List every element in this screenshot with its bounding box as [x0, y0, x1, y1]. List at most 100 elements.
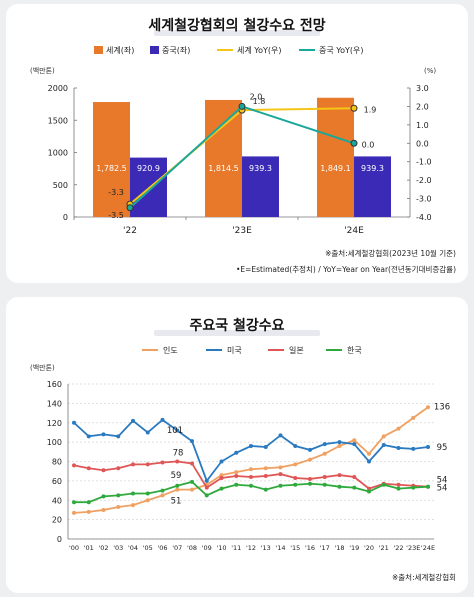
- y-tick-label: 40: [52, 496, 62, 505]
- x-tick-label: '18: [334, 544, 344, 552]
- series-point: [249, 483, 253, 488]
- chart2-source-note: ※출처:세계철강협회: [391, 573, 456, 582]
- chart1-source-note: ※출처:세계철강협회(2023년 10월 기준): [325, 249, 456, 258]
- series-point: [219, 486, 224, 491]
- series-point: [308, 457, 312, 462]
- x-tick-label: '04: [128, 544, 138, 552]
- series-point: [426, 405, 430, 410]
- series-point: [204, 478, 209, 483]
- bar-china: [242, 156, 279, 217]
- yoy-point: [350, 139, 358, 147]
- y-axis-unit: (백만톤): [30, 363, 55, 372]
- left-axis-unit: (백만톤): [30, 66, 55, 75]
- chart2-svg: 인도 미국 일본 한국 (백만톤) 0 20 40 60 80 100 120 140 160 '00 '01…: [30, 345, 450, 552]
- series-point: [101, 507, 106, 512]
- x-tick-label: '06: [157, 544, 167, 552]
- yoy-value-label: -3.3: [108, 188, 124, 197]
- series-point: [263, 487, 268, 492]
- x-tick-label: '22: [123, 226, 137, 236]
- x-tick-label: '00: [69, 544, 79, 552]
- steel-demand-forecast-card: 세계철강협회의 철강수요 전망 세계(좌) 중국(좌) 세계 YoY(우) 중국 Yo…: [6, 4, 468, 283]
- series-point: [204, 485, 209, 490]
- series-point: [175, 487, 180, 492]
- right-tick-label: 1.0: [416, 121, 429, 130]
- data-point-label: 95: [437, 443, 448, 453]
- series-point: [190, 487, 194, 492]
- series-point: [190, 479, 194, 484]
- y-tick-label: 100: [47, 438, 62, 447]
- data-point-label: 101: [167, 426, 183, 436]
- x-tick-label: '13: [261, 544, 271, 552]
- bar-value-label: 939.3: [249, 164, 272, 173]
- x-tick-label: '14: [275, 544, 285, 552]
- x-tick-label: '24E: [344, 226, 364, 236]
- series-point: [396, 482, 401, 487]
- right-tick-label: -4.0: [416, 213, 432, 222]
- left-tick-label: 0: [63, 213, 68, 222]
- series-point: [234, 474, 239, 479]
- series-point: [219, 473, 224, 478]
- y-tick-label: 60: [52, 477, 62, 486]
- x-tick-label: '20: [364, 544, 374, 552]
- series-point: [396, 445, 401, 450]
- bar-world: [317, 97, 354, 217]
- major-country-demand-card: 주요국 철강수요 인도 미국 일본 한국 (백만톤) 0 20 40 60 80 100 120 140…: [6, 297, 468, 593]
- series-point: [322, 442, 327, 447]
- chart1-svg: 세계(좌) 중국(좌) 세계 YoY(우) 중국 YoY(우) (백만톤) (%) 0 500…: [30, 45, 436, 236]
- x-tick-label: '24E: [421, 544, 435, 552]
- legend-label: 중국 YoY(우): [319, 46, 363, 55]
- y-tick-label: 0: [57, 535, 62, 544]
- series-point: [145, 498, 150, 503]
- series-point: [86, 509, 91, 514]
- data-point-label: 78: [173, 448, 184, 458]
- series-point: [145, 462, 150, 467]
- series-point: [381, 434, 386, 439]
- yoy-value-label: 0.0: [362, 140, 375, 149]
- right-tick-label: 2.0: [416, 102, 429, 111]
- right-tick-label: 0.0: [416, 139, 429, 148]
- x-tick-label: '22: [393, 544, 403, 552]
- x-tick-label: '05: [143, 544, 153, 552]
- bar-china: [354, 156, 391, 217]
- x-tick-label: '07: [172, 544, 182, 552]
- legend-label: 인도: [163, 345, 178, 355]
- series-point: [322, 451, 327, 456]
- series-point: [263, 444, 268, 449]
- series-point: [426, 484, 430, 489]
- yoy-point: [238, 102, 246, 110]
- legend-label: 세계 YoY(우): [237, 45, 281, 55]
- series-point: [249, 475, 253, 479]
- x-tick-label: '17: [320, 544, 330, 552]
- right-tick-label: 3.0: [416, 84, 429, 93]
- legend-label: 중국(좌): [162, 46, 190, 55]
- legend-swatch: [94, 46, 103, 54]
- series-point: [145, 430, 150, 435]
- series-point: [352, 485, 357, 490]
- series-point: [86, 434, 91, 439]
- series-point: [293, 462, 298, 467]
- series-point: [101, 494, 106, 499]
- data-point-label: 51: [171, 497, 182, 507]
- series-point: [263, 474, 268, 479]
- series-point: [293, 475, 298, 480]
- series-point: [278, 433, 283, 438]
- series-point: [116, 505, 121, 510]
- yoy-value-label: -3.5: [108, 211, 124, 220]
- series-point: [278, 483, 283, 488]
- series-point: [396, 486, 401, 491]
- series-point: [249, 444, 253, 448]
- chart2-title: 주요국 철강수요: [189, 318, 285, 334]
- series-point: [234, 482, 239, 487]
- series-line-1: [73, 418, 429, 483]
- series-point: [175, 459, 180, 464]
- series-point: [293, 482, 298, 487]
- title-highlight: [154, 30, 320, 36]
- legend-swatch: [150, 46, 159, 54]
- x-tick-label: '11: [231, 544, 241, 552]
- chart1-title: 세계철강협회의 철강수요 전망: [148, 18, 326, 34]
- series-point: [308, 476, 312, 481]
- series-point: [411, 485, 416, 490]
- series-point: [367, 486, 371, 491]
- series-point: [263, 466, 268, 471]
- bar-value-label: 939.3: [361, 164, 384, 173]
